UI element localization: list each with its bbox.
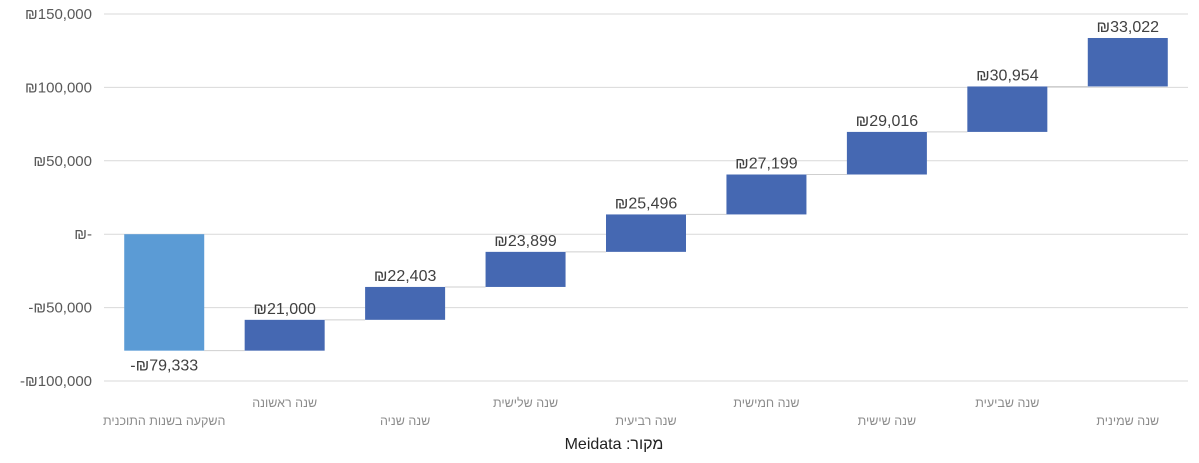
- source-label: מקור: Meidata: [565, 436, 664, 453]
- bar: [846, 131, 927, 175]
- bar: [124, 234, 205, 351]
- data-label: ₪29,016: [856, 113, 919, 130]
- y-tick-label: -₪50,000: [28, 300, 92, 317]
- x-tick-label: שנה שישית: [858, 414, 917, 428]
- bar: [1087, 37, 1168, 87]
- bar: [726, 174, 807, 215]
- y-tick-label: ₪100,000: [25, 79, 92, 96]
- data-label: ₪27,199: [735, 156, 798, 173]
- x-tick-label: שנה רביעית: [615, 414, 676, 428]
- data-label: ₪30,954: [976, 67, 1039, 84]
- x-tick-label: שנה חמישית: [733, 396, 799, 410]
- x-axis: השקעה בשנות התוכנית שנה ראשונה שנה שניה שנה…: [103, 396, 1159, 428]
- data-label: ₪25,496: [615, 195, 678, 212]
- data-label: -₪79,333: [130, 358, 198, 375]
- data-labels: -₪79,333 ₪21,000 ₪22,403 ₪23,899 ₪25,496 ₪27,…: [130, 19, 1159, 375]
- y-axis: ₪150,000 ₪100,000 ₪50,000 ₪- -₪50,000 -₪100,0…: [20, 6, 92, 390]
- x-tick-label: שנה ראשונה: [252, 396, 317, 410]
- x-tick-label: שנה שמינית: [1096, 414, 1159, 428]
- data-label: ₪22,403: [374, 268, 437, 285]
- data-label: ₪21,000: [253, 301, 316, 318]
- y-tick-label: ₪150,000: [25, 6, 92, 23]
- bar: [365, 286, 446, 320]
- x-tick-label: שנה שלישית: [493, 396, 558, 410]
- bar: [485, 251, 566, 287]
- y-tick-label: -₪100,000: [20, 373, 92, 390]
- x-tick-label: שנה שביעית: [975, 396, 1039, 410]
- gridlines: [104, 13, 1188, 382]
- bars: [124, 37, 1168, 351]
- y-tick-label: ₪-: [74, 226, 92, 243]
- bar: [606, 214, 686, 252]
- y-tick-label: ₪50,000: [33, 153, 92, 170]
- data-label: ₪33,022: [1097, 19, 1160, 36]
- connectors: [204, 85, 1088, 352]
- x-tick-label: שנה שניה: [380, 414, 430, 428]
- bar: [967, 86, 1048, 132]
- x-tick-label: השקעה בשנות התוכנית: [103, 414, 226, 428]
- bar: [244, 319, 325, 351]
- data-label: ₪23,899: [494, 233, 557, 250]
